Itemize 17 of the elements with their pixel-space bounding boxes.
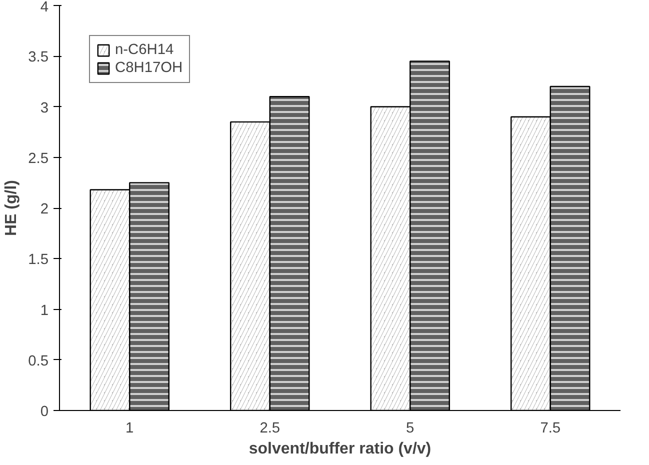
legend-label: n-C6H14 [115, 42, 174, 58]
y-tick-label: 4 [40, 0, 49, 16]
x-tick-label: 5 [406, 420, 414, 436]
x-tick-label: 1 [126, 420, 134, 436]
legend-label: C8H17OH [115, 60, 183, 76]
y-tick-label: 2 [40, 202, 49, 218]
y-tick-label: 0 [40, 404, 49, 420]
y-tick-label: 1.5 [28, 252, 48, 268]
x-tick-label: 7.5 [540, 420, 561, 436]
y-tick-label: 3.5 [28, 50, 48, 66]
y-tick-label: 1 [40, 302, 49, 319]
y-tick-label: 3 [40, 100, 49, 116]
x-axis-title: solvent/buffer ratio (v/v) [248, 440, 432, 458]
y-axis-title: HE (g/l) [3, 180, 20, 236]
x-tick-label: 2.5 [260, 420, 280, 436]
y-tick-label: 0.5 [28, 353, 48, 370]
y-tick-label: 2.5 [28, 150, 48, 167]
